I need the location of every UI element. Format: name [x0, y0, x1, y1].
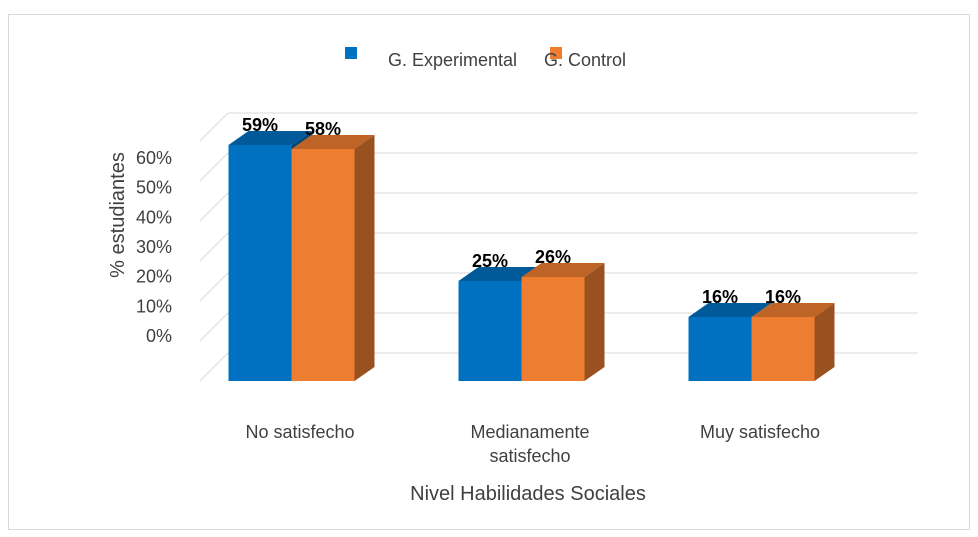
x-tick-label: Muy satisfecho	[699, 422, 821, 442]
bar-top	[291, 135, 375, 149]
data-label: 16%	[702, 287, 738, 307]
grid-line-side	[199, 192, 229, 222]
bar	[458, 281, 522, 381]
data-label: 58%	[305, 119, 341, 139]
bar-top	[228, 131, 312, 145]
data-label: 16%	[765, 287, 801, 307]
legend-swatch	[345, 47, 357, 59]
bar-top	[688, 303, 772, 317]
data-label: 26%	[535, 247, 571, 267]
bar-side	[584, 263, 605, 381]
y-tick-label: 50%	[136, 178, 172, 198]
x-tick-label: Medianamente satisfecho	[470, 422, 590, 466]
data-label: 25%	[472, 251, 508, 271]
bar	[688, 317, 752, 381]
bar-side	[814, 303, 835, 381]
y-tick-label: 60%	[136, 148, 172, 168]
grid-line-side	[199, 232, 229, 262]
legend-swatch	[550, 47, 562, 59]
y-tick-label: 10%	[136, 296, 172, 316]
bar-side	[354, 135, 375, 381]
bar	[228, 145, 292, 381]
bar-top	[521, 263, 605, 277]
grid-line-side	[199, 152, 229, 182]
grid-line-side	[199, 272, 229, 302]
legend-label: G. Control	[544, 50, 626, 70]
bar-top	[751, 303, 835, 317]
y-axis-title: % estudiantes	[107, 152, 129, 278]
grid-line-side	[199, 352, 229, 382]
legend-label: G. Experimental	[388, 50, 517, 70]
y-tick-label: 20%	[136, 267, 172, 287]
y-tick-label: 0%	[146, 326, 172, 346]
bar	[291, 149, 355, 381]
grid-line-side	[199, 112, 229, 142]
bar	[751, 317, 815, 381]
y-tick-label: 40%	[136, 207, 172, 227]
grid-line-side	[199, 312, 229, 342]
y-tick-label: 30%	[136, 237, 172, 257]
data-label: 59%	[242, 115, 278, 135]
bar-top	[458, 267, 542, 281]
x-tick-label: No satisfecho	[245, 422, 355, 442]
x-axis-title: Nivel Habilidades Sociales	[410, 483, 646, 505]
bar	[521, 277, 585, 381]
